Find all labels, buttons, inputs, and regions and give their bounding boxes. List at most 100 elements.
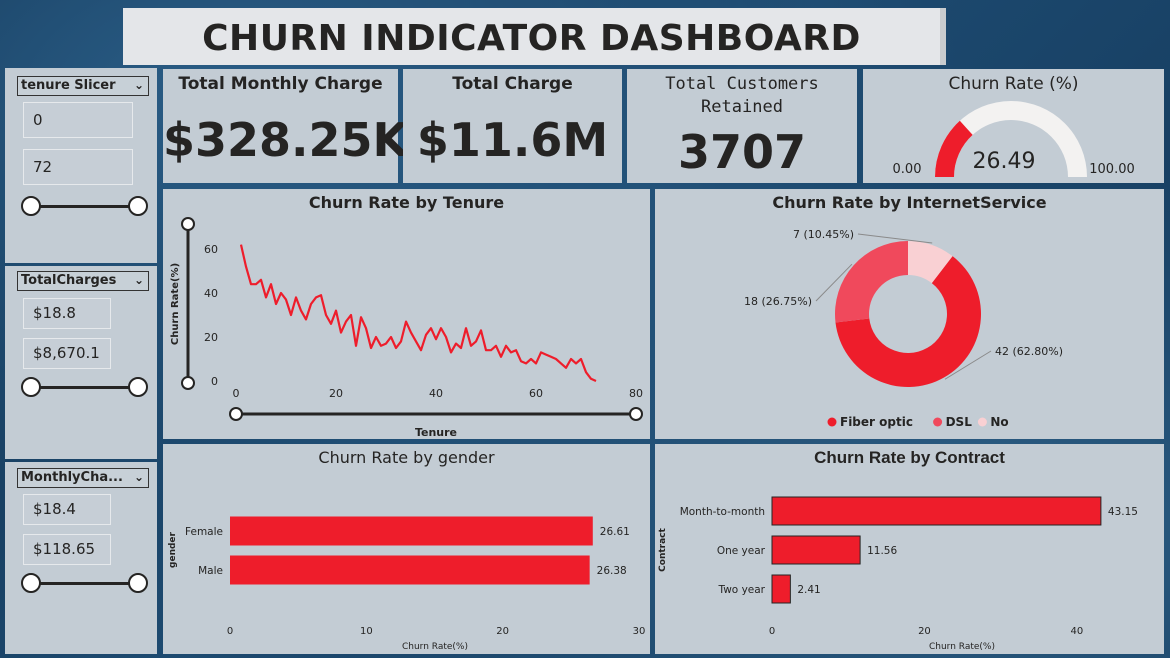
kpi-label-line1: Total Customers xyxy=(665,74,819,94)
x-axis-title: Churn Rate(%) xyxy=(402,642,468,652)
bar-one-year[interactable] xyxy=(771,535,861,565)
gauge-max-label: 100.00 xyxy=(1089,162,1135,177)
totalcharges-slider-max-handle[interactable] xyxy=(128,377,148,397)
monthlycharges-slicer[interactable]: MonthlyCha... ⌄ $18.4 $118.65 xyxy=(5,462,157,654)
kpi-label-line2: Retained xyxy=(701,97,783,117)
bar-data-label: 11.56 xyxy=(867,545,897,557)
bar-two-year[interactable] xyxy=(771,574,791,604)
chevron-down-icon[interactable]: ⌄ xyxy=(133,273,144,287)
gender-bar-chart: gender Churn Rate(%) 0 10 20 30 Female 26.61 M… xyxy=(168,516,646,652)
churn-rate-gauge: 0.00 100.00 26.49 xyxy=(893,101,1135,177)
x-tick-label: 60 xyxy=(529,387,543,400)
contract-bar-chart: Contract Churn Rate(%) 0 20 40 Month-to-mon… xyxy=(658,496,1138,652)
chart-title: Churn Rate by Tenure xyxy=(308,193,505,212)
y-tick-label: 40 xyxy=(204,287,218,300)
bar-data-label: 43.15 xyxy=(1108,506,1138,518)
x-slider-left-handle[interactable] xyxy=(229,407,243,421)
legend-entry[interactable]: Fiber optic xyxy=(840,415,913,429)
tenure-max-input[interactable]: 72 xyxy=(23,149,133,185)
totalcharges-max-input[interactable]: $8,670.1 xyxy=(23,338,111,369)
totalcharges-slicer-header[interactable]: TotalCharges ⌄ xyxy=(17,271,149,291)
kpi-value: $328.25K xyxy=(163,113,409,167)
bar-month-to-month[interactable] xyxy=(771,496,1102,526)
donut-data-label: 7 (10.45%) xyxy=(793,228,854,241)
totalcharges-slider-track[interactable] xyxy=(33,386,139,389)
totalcharges-slicer[interactable]: TotalCharges ⌄ $18.8 $8,670.1 xyxy=(5,266,157,459)
page-title: CHURN INDICATOR DASHBOARD xyxy=(202,18,861,59)
kpi-label: Total Monthly Charge xyxy=(178,74,383,94)
tenure-slicer[interactable]: tenure Slicer ⌄ 0 72 xyxy=(5,68,157,263)
y-axis-title: gender xyxy=(168,531,178,568)
y-slider-bottom-handle[interactable] xyxy=(181,376,195,390)
x-tick-label: 20 xyxy=(496,626,509,637)
legend-marker xyxy=(827,417,837,427)
monthlycharges-slicer-title: MonthlyCha... xyxy=(21,470,123,485)
gauge-title: Churn Rate (%) xyxy=(948,74,1079,94)
gender-chart-card: Churn Rate by gender gender Churn Rate(%… xyxy=(163,444,650,654)
x-tick-label: 0 xyxy=(233,387,240,400)
bar-data-label: 26.61 xyxy=(600,526,630,538)
gauge-track xyxy=(935,101,1087,177)
tenure-slicer-header[interactable]: tenure Slicer ⌄ xyxy=(17,76,149,96)
x-slider-right-handle[interactable] xyxy=(629,407,643,421)
tenure-slider-max-handle[interactable] xyxy=(128,196,148,216)
kpi-value: 3707 xyxy=(677,125,807,179)
contract-chart-card: Churn Rate by Contract Contract Churn Ra… xyxy=(655,444,1164,654)
gauge-value-label: 26.49 xyxy=(973,149,1036,174)
kpi-total-monthly-charge: Total Monthly Charge $328.25K xyxy=(163,69,409,183)
y-tick-label: 60 xyxy=(204,243,218,256)
bar-male[interactable] xyxy=(230,555,590,585)
donut-slice-dsl[interactable] xyxy=(835,241,908,323)
totalcharges-min-input[interactable]: $18.8 xyxy=(23,298,111,329)
kpi-value: $11.6M xyxy=(416,113,609,167)
category-label: Male xyxy=(198,565,223,577)
y-slider-top-handle[interactable] xyxy=(181,217,195,231)
y-tick-label: 20 xyxy=(204,331,218,344)
donut-leader-line xyxy=(944,350,992,380)
category-label: Two year xyxy=(718,584,766,596)
kpi-label: Total Charge xyxy=(452,74,573,94)
gauge-min-label: 0.00 xyxy=(893,162,922,177)
y-axis-title: Churn Rate(%) xyxy=(170,263,181,345)
monthlycharges-min-input[interactable]: $18.4 xyxy=(23,494,111,525)
kpi-total-charge: Total Charge $11.6M xyxy=(403,69,622,183)
donut-slice-no[interactable] xyxy=(908,241,953,284)
tenure-min-input[interactable]: 0 xyxy=(23,102,133,138)
legend-marker xyxy=(933,417,943,427)
donut-leader-line xyxy=(815,263,853,302)
monthlycharges-slicer-header[interactable]: MonthlyCha... ⌄ xyxy=(17,468,149,488)
donut-leader-line xyxy=(857,233,933,244)
monthlycharges-max-input[interactable]: $118.65 xyxy=(23,534,111,565)
x-tick-label: 10 xyxy=(360,626,373,637)
tenure-slider-min-handle[interactable] xyxy=(21,196,41,216)
tenure-chart-card: Churn Rate by Tenure Churn Rate(%) Tenur… xyxy=(163,189,650,439)
tenure-slicer-title: tenure Slicer xyxy=(21,78,116,93)
totalcharges-slicer-title: TotalCharges xyxy=(21,273,117,288)
donut-slice-fiber-optic[interactable] xyxy=(835,256,981,387)
chevron-down-icon[interactable]: ⌄ xyxy=(133,470,144,484)
bar-data-label: 26.38 xyxy=(597,565,627,577)
churn-by-tenure-series-line xyxy=(239,244,597,383)
title-bar: CHURN INDICATOR DASHBOARD xyxy=(123,8,946,65)
donut-data-label: 42 (62.80%) xyxy=(995,345,1063,358)
monthlycharges-slider-max-handle[interactable] xyxy=(128,573,148,593)
chevron-down-icon[interactable]: ⌄ xyxy=(133,78,144,92)
monthlycharges-slider-track[interactable] xyxy=(33,582,139,585)
legend-entry[interactable]: DSL xyxy=(946,415,973,429)
x-tick-label: 0 xyxy=(227,626,233,637)
bar-data-label: 2.41 xyxy=(797,584,820,596)
legend-entry[interactable]: No xyxy=(990,415,1008,429)
x-tick-label: 40 xyxy=(1071,626,1084,637)
monthlycharges-slider-min-handle[interactable] xyxy=(21,573,41,593)
x-tick-label: 30 xyxy=(633,626,646,637)
y-tick-label: 0 xyxy=(211,375,218,388)
churn-rate-gauge-card: Churn Rate (%) 0.00 100.00 26.49 xyxy=(863,69,1164,183)
category-label: One year xyxy=(717,545,766,557)
x-tick-label: 20 xyxy=(918,626,931,637)
internet-chart-card: Churn Rate by InternetService 42 (62.80%… xyxy=(655,189,1164,439)
chart-title: Churn Rate by Contract xyxy=(814,448,1005,467)
tenure-slider-track[interactable] xyxy=(33,205,139,208)
totalcharges-slider-min-handle[interactable] xyxy=(21,377,41,397)
bar-female[interactable] xyxy=(230,516,593,546)
tenure-line-chart: Churn Rate(%) Tenure 0 20 40 60 80 0 20 40 60 xyxy=(170,217,643,439)
